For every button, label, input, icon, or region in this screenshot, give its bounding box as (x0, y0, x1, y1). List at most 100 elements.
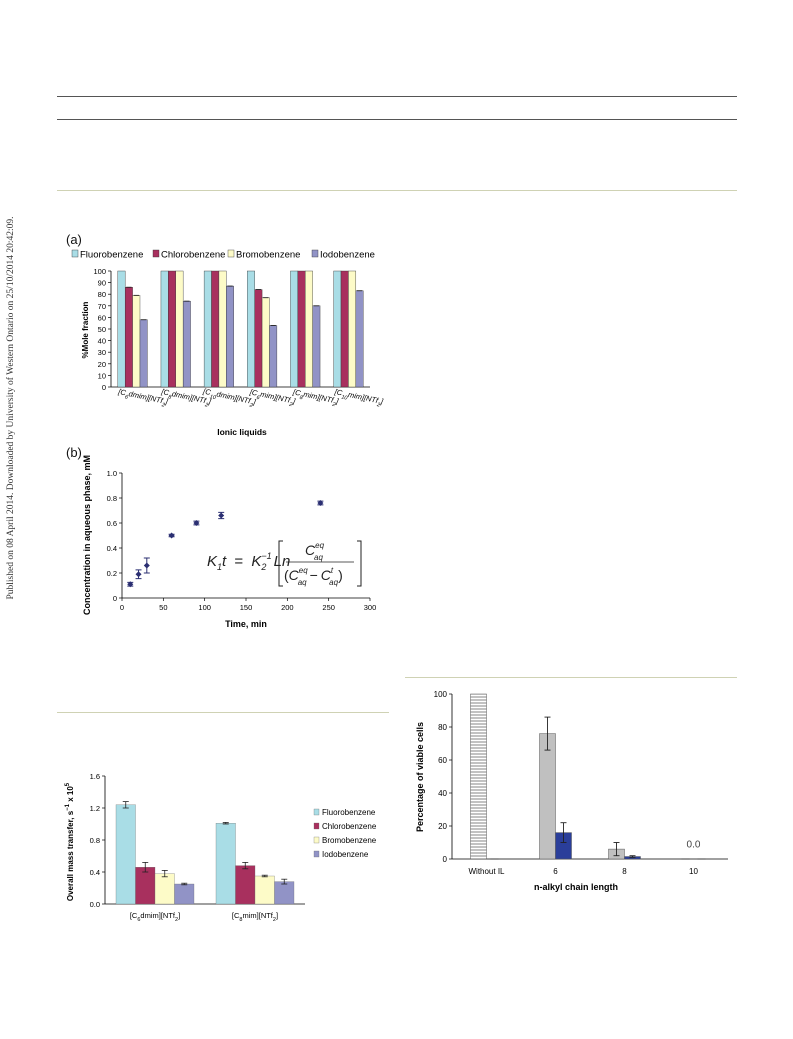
eq-minus: − (310, 567, 318, 583)
figure-b-x-axis-label: Time, min (225, 619, 267, 629)
legend-label-iodobenzene: Iodobenzene (320, 250, 375, 261)
legend-swatch-fluorobenzene (313, 808, 320, 816)
data-point-t120 (218, 512, 225, 519)
figure-d-category-label: 10 (689, 867, 698, 876)
figure-c-legend: Fluorobenzene Chlorobenzene Bromobenzene Io… (313, 808, 377, 859)
legend-label-chlorobenzene: Chlorobenzene (322, 822, 377, 831)
figure-c-y-tick-label: 0.8 (90, 836, 100, 845)
figure-d-x-axis-label: n-alkyl chain length (534, 882, 618, 892)
data-point-t60 (168, 532, 175, 539)
data-point-t90 (193, 520, 200, 526)
figure-b-y-tick-label: 0.4 (107, 544, 117, 553)
figure-c-category-label: [C8mim][NTf2] (232, 911, 278, 923)
legend-swatch-bromobenzene (313, 836, 320, 844)
figure-b-y-tick-label: 0.2 (107, 569, 117, 578)
figure-d-y-axis-label: Percentage of viable cells (415, 722, 425, 832)
eq-num-c: C (305, 542, 316, 558)
figure-d-y-tick-label: 20 (438, 822, 447, 831)
figure-a-y-tick-label: 70 (98, 302, 106, 311)
figure-c-y-tick-label: 1.6 (90, 772, 100, 781)
figure-b-y-axis-label: Concentration in aqueous phase, mM (82, 455, 92, 615)
figure-b-points (127, 500, 324, 588)
eq-k2-sub: 2 (260, 562, 266, 572)
figure-d-y-tick-label: 0 (443, 855, 448, 864)
figure-d-category-label: 6 (553, 867, 558, 876)
figure-b-x-tick-label: 50 (159, 603, 167, 612)
eq-num-sup: eq (315, 541, 324, 550)
data-point-t20 (135, 571, 142, 578)
figure-a-y-tick-label: 10 (98, 371, 106, 380)
figure-c-y-tick-label: 0.0 (90, 900, 100, 909)
legend-label-bromobenzene: Bromobenzene (236, 250, 300, 261)
figure-d-category-label: 8 (622, 867, 627, 876)
section-rule-right (405, 677, 737, 678)
header-rule-bottom (57, 119, 737, 120)
figure-a-y-tick-label: 0 (102, 383, 106, 392)
figure-b-x-tick-label: 300 (364, 603, 377, 612)
eq-k1: K (207, 553, 218, 570)
data-point-t240 (317, 500, 324, 506)
figure-c-y-axis-label-x: x 10 (66, 786, 75, 804)
figure-a-legend: Fluorobenzene Chlorobenzene Bromobenzene Io… (71, 249, 375, 261)
figure-a-y-tick-label: 90 (98, 279, 106, 288)
section-rule (57, 190, 737, 191)
figure-a-y-tick-label: 30 (98, 348, 106, 357)
eq-k1-sub: 1 (217, 562, 222, 572)
figure-b-y-tick-label: 1.0 (107, 469, 117, 478)
figure-c-y-axis-label-main: Overall mass transfer, s (66, 810, 75, 901)
figure-b-axes: 0 0.2 0.4 0.6 0.8 1.0 0 50 100 150 200 250 300 (107, 469, 377, 612)
figure-c-y-axis-label-sup1: −1 (65, 803, 71, 811)
eq-den-sup2: t (331, 566, 334, 575)
figure-b-y-axis-label-text: Concentration in aqueous phase, mM (82, 455, 92, 615)
eq-den-c2: C (321, 567, 332, 583)
eq-bracket-left (278, 540, 283, 587)
eq-k2-sup: −1 (261, 551, 271, 561)
figure-a-y-tick-label: 80 (98, 290, 106, 299)
figure-c-y-axis-label: Overall mass transfer, s−1 x 105 (65, 782, 75, 901)
eq-t: t (222, 553, 227, 570)
figure-c-y-tick-label: 1.2 (90, 804, 100, 813)
legend-swatch-bromobenzene (227, 249, 235, 258)
legend-label-chlorobenzene: Chlorobenzene (161, 250, 225, 261)
eq-bracket-right (357, 540, 362, 587)
figure-a-bars (117, 270, 364, 388)
legend-label-fluorobenzene: Fluorobenzene (80, 250, 143, 261)
eq-den-sub2: aq (329, 578, 338, 587)
legend-swatch-iodobenzene (313, 850, 320, 858)
figure-b-x-tick-label: 0 (120, 603, 124, 612)
figure-d-bars: 0.0 (470, 693, 706, 860)
legend-label-bromobenzene: Bromobenzene (322, 836, 377, 845)
header-rule-top (57, 96, 737, 97)
figure-c-y-axis-label-sup2: 5 (65, 782, 71, 786)
legend-swatch-iodobenzene (311, 249, 319, 258)
figure-d-y-tick-label: 80 (438, 723, 447, 732)
data-point-t30 (143, 562, 150, 569)
figure-a-y-tick-label: 50 (98, 325, 106, 334)
figure-b-x-tick-label: 100 (198, 603, 211, 612)
eq-den-c1: C (289, 567, 300, 583)
figure-a-y-tick-label: 100 (93, 267, 106, 276)
svg-text:K1t = K2−1Ln: K1t = K2−1 Ln (207, 551, 290, 572)
figure-a-y-tick-label: 60 (98, 313, 106, 322)
eq-den-sup1: eq (299, 566, 308, 575)
figure-d-category-label: Without IL (468, 867, 505, 876)
figure-c-category-labels: [C6dmim][NTf2] [C8mim][NTf2] (130, 911, 278, 923)
legend-swatch-chlorobenzene (152, 249, 160, 258)
figure-c-category-label: [C6dmim][NTf2] (130, 911, 180, 923)
figure-d-y-tick-label: 40 (438, 789, 447, 798)
eq-ln: Ln (274, 553, 291, 570)
legend-label-iodobenzene: Iodobenzene (322, 850, 369, 859)
eq-den-sub1: aq (298, 578, 307, 587)
bar-without-il-series1 (470, 693, 487, 860)
figure-a-y-tick-label: 20 (98, 360, 106, 369)
figure-a-axes: 0 10 20 30 40 50 60 70 80 90 100 (93, 267, 370, 392)
eq-k2: K (251, 553, 262, 570)
eq-equals: = (234, 553, 243, 570)
figure-d-y-tick-label: 100 (434, 690, 448, 699)
